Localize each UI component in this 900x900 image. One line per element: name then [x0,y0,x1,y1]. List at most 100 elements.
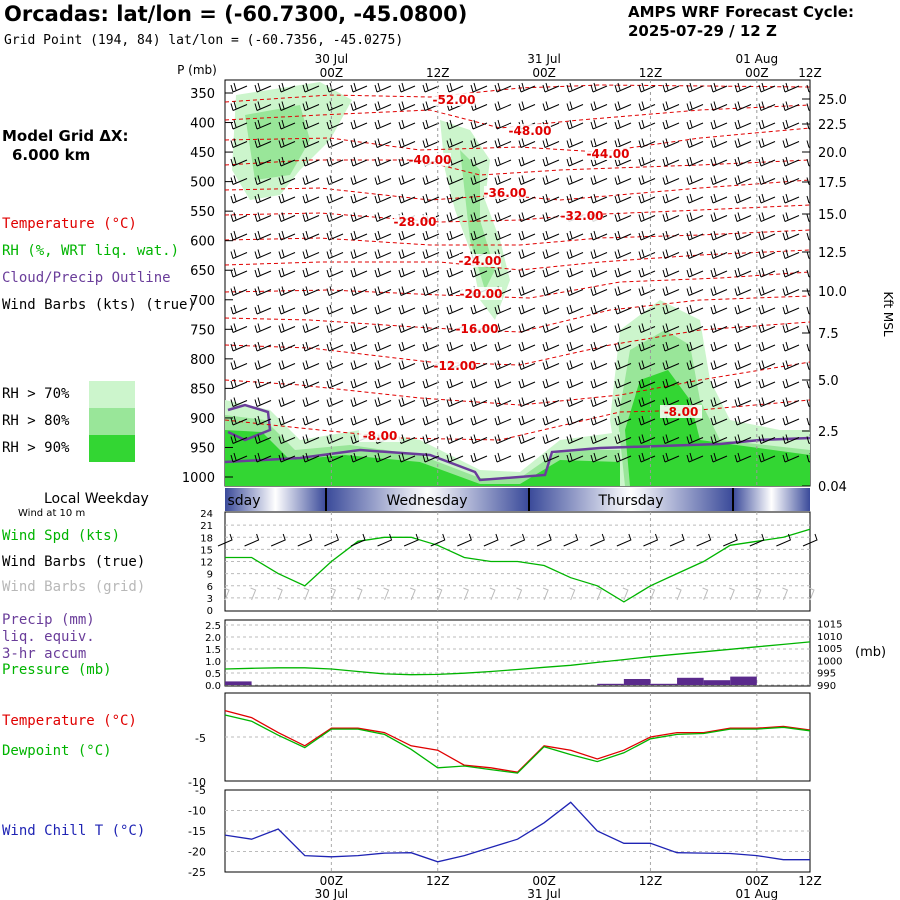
wind-barb-true-22 [802,533,818,547]
barb-3-1 [302,101,320,111]
barb-1-13 [254,323,272,333]
label-dewpoint: Dewpoint (°C) [2,743,112,759]
barb-18-16 [662,378,680,389]
barb-21-10 [734,267,752,278]
barb-6-5 [374,175,392,185]
barb-9-18 [446,415,464,426]
bottom-date-label-1: 31 Jul [527,887,561,900]
barb-15-18 [590,415,608,426]
barb-22-12 [758,304,776,315]
wind-barb-true-13 [563,533,579,547]
barb-11-10 [494,267,512,278]
barb-15-11 [590,286,608,296]
barb-19-8 [686,230,704,241]
barb-23-12 [782,304,800,315]
wind-barb-grid-20 [755,587,762,601]
barb-22-20 [758,452,776,463]
barb-0-0 [230,82,248,93]
weekday-subtitle: Wind at 10 m [18,508,86,519]
barb-23-14 [782,341,800,352]
barb-12-16 [518,378,536,389]
barb-12-14 [518,341,536,352]
barb-11-4 [494,156,512,167]
barb-1-5 [254,175,272,185]
barb-8-17 [422,397,440,407]
barb-24-19 [806,434,810,444]
wind-barb-true-8 [430,533,446,547]
barb-13-19 [542,434,560,444]
pressure-tick-5: 990 [817,681,836,692]
barb-3-15 [302,360,320,370]
barb-10-0 [470,82,488,93]
barb-21-11 [734,286,752,296]
pressure-tick-11: 900 [190,412,215,427]
height-tick-7: 7.5 [818,327,839,342]
height-tick-3: 17.5 [818,176,847,191]
barb-16-13 [614,323,632,333]
barb-18-10 [662,267,680,278]
barb-6-14 [374,341,392,352]
barb-16-5 [614,175,632,185]
barb-8-5 [422,175,440,185]
pressure-tick-3: 500 [190,176,215,191]
wind-tick-1: 3 [207,594,213,605]
barb-12-8 [518,230,536,241]
barb-1-2 [254,119,272,130]
barb-5-8 [350,230,368,241]
wind-barb-true-3 [297,533,313,547]
height-tick-2: 20.0 [818,146,847,161]
barb-21-0 [734,82,752,93]
barb-14-10 [566,267,584,278]
day-label-0: sday [227,493,260,509]
barb-7-0 [398,82,416,93]
barb-16-8 [614,230,632,241]
barb-3-20 [302,452,320,463]
barb-14-2 [566,119,584,130]
barb-2-12 [278,304,296,315]
barb-10-17 [470,397,488,407]
precip-bar-5 [703,680,731,685]
barb-7-17 [398,397,416,407]
temp-label-8: -20.00 [460,287,503,301]
barb-21-1 [734,101,752,111]
day-label-1: Wednesday [386,493,467,509]
top-time-label-5: 12Z [798,66,822,80]
barb-7-2 [398,119,416,130]
precip-tick-0: 0.0 [205,681,221,692]
temp-tick-0: -5 [195,732,206,745]
barb-17-8 [638,230,656,241]
barb-7-5 [398,175,416,185]
wind-tick-3: 9 [207,570,213,581]
precip-bar-2 [623,679,651,685]
barb-17-12 [638,304,656,315]
barb-11-12 [494,304,512,315]
barb-23-19 [782,434,800,444]
barb-6-3 [374,138,392,148]
barb-15-14 [590,341,608,352]
wind-barb-true-17 [669,533,685,547]
barb-17-1 [638,101,656,111]
temp-label-4: -36.00 [484,186,527,200]
barb-13-11 [542,286,560,296]
barb-22-16 [758,378,776,389]
pressure-tick-2: 1005 [817,644,842,655]
model-grid-label: Model Grid ΔX: 6.000 km [2,127,129,165]
barb-8-0 [422,82,440,93]
barb-7-1 [398,101,416,111]
barb-13-13 [542,323,560,333]
barb-5-0 [350,82,368,93]
barb-13-5 [542,175,560,185]
barb-9-3 [446,138,464,148]
barb-5-12 [350,304,368,315]
barb-0-7 [230,212,248,222]
legend-rh80: RH > 80% [2,413,70,429]
barb-0-12 [230,304,248,315]
barb-0-8 [230,230,248,241]
pressure-tick-2: 450 [190,146,215,161]
barb-21-15 [734,360,752,370]
barb-10-2 [470,119,488,130]
barb-20-6 [710,193,728,204]
barb-23-17 [782,397,800,407]
barb-21-18 [734,415,752,426]
barb-0-3 [230,138,248,148]
